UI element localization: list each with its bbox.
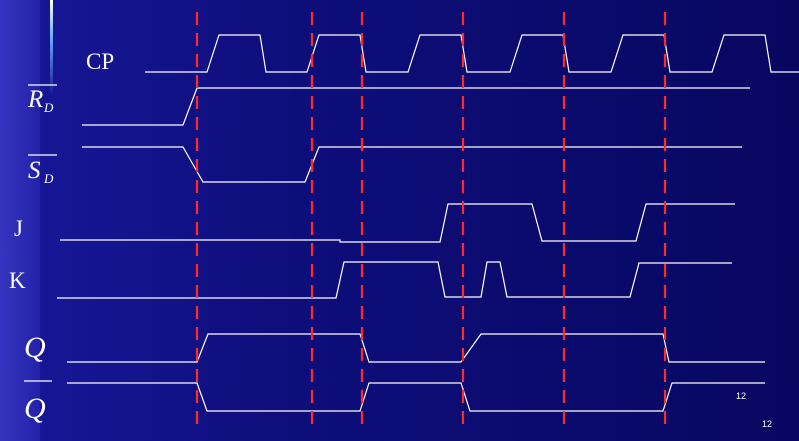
label-qbar: Q xyxy=(24,392,46,425)
left-decor-bar xyxy=(0,0,40,441)
label-k: K xyxy=(9,268,26,293)
label-rd: R xyxy=(27,86,43,113)
label-sd: S xyxy=(28,157,41,184)
page-number-footer: 12 xyxy=(762,419,772,429)
label-sd-sub: D xyxy=(43,171,54,186)
waveform-sd xyxy=(82,146,742,183)
accent-line xyxy=(50,0,53,95)
label-q: Q xyxy=(24,331,46,364)
waveform-cp xyxy=(145,34,799,73)
page-number: 12 xyxy=(736,391,746,401)
waveform-qbar xyxy=(67,382,765,412)
label-cp: CP xyxy=(86,49,114,74)
waveform-j xyxy=(60,203,735,243)
waveform-q xyxy=(67,333,765,363)
waveform-k xyxy=(57,261,732,299)
label-j: J xyxy=(14,216,23,241)
waveform-rd xyxy=(82,87,750,126)
label-rd-sub: D xyxy=(43,100,54,115)
